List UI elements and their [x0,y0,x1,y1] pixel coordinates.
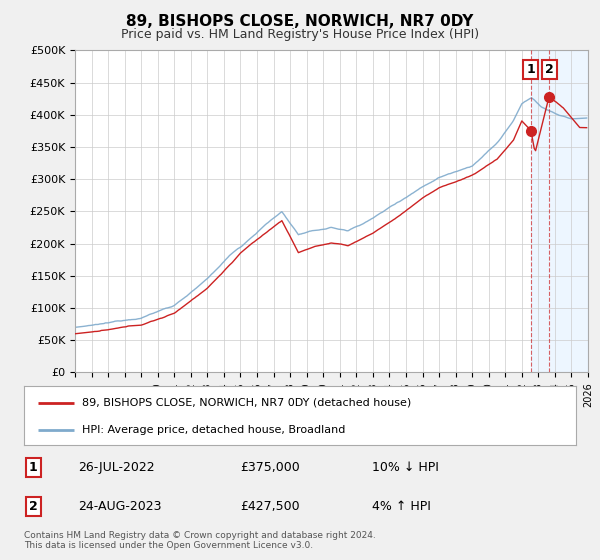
Text: 10% ↓ HPI: 10% ↓ HPI [372,461,439,474]
Text: 24-AUG-2023: 24-AUG-2023 [78,500,161,514]
Text: 1: 1 [527,63,535,76]
Bar [531,50,588,372]
Text: Contains HM Land Registry data © Crown copyright and database right 2024.
This d: Contains HM Land Registry data © Crown c… [24,530,376,550]
Text: 26-JUL-2022: 26-JUL-2022 [78,461,155,474]
Text: HPI: Average price, detached house, Broadland: HPI: Average price, detached house, Broa… [82,425,346,435]
Text: 1: 1 [29,461,37,474]
Text: Price paid vs. HM Land Registry's House Price Index (HPI): Price paid vs. HM Land Registry's House … [121,28,479,41]
Text: 4% ↑ HPI: 4% ↑ HPI [372,500,431,514]
Text: 2: 2 [29,500,37,514]
Text: 2: 2 [545,63,553,76]
Text: £375,000: £375,000 [240,461,300,474]
Text: 89, BISHOPS CLOSE, NORWICH, NR7 0DY: 89, BISHOPS CLOSE, NORWICH, NR7 0DY [127,14,473,29]
Text: 89, BISHOPS CLOSE, NORWICH, NR7 0DY (detached house): 89, BISHOPS CLOSE, NORWICH, NR7 0DY (det… [82,398,411,408]
Text: £427,500: £427,500 [240,500,299,514]
